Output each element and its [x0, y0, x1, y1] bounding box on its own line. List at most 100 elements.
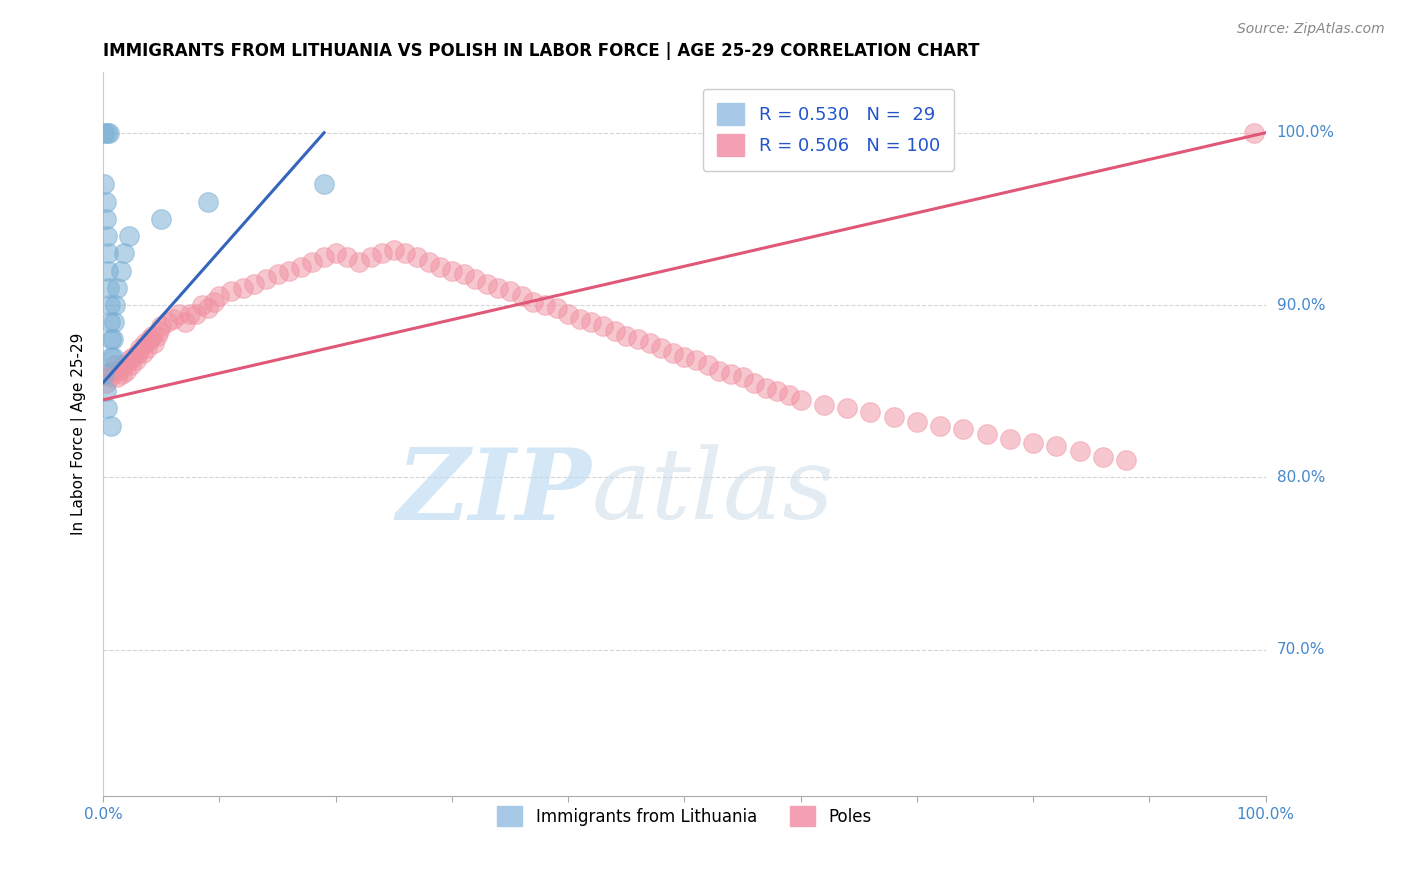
Point — [394, 246, 416, 260]
Point — [1045, 439, 1067, 453]
Point — [278, 263, 301, 277]
Point — [197, 194, 219, 209]
Point — [94, 384, 117, 399]
Point — [1022, 435, 1045, 450]
Point — [499, 285, 522, 299]
Point — [742, 376, 765, 390]
Point — [685, 353, 707, 368]
Point — [96, 126, 118, 140]
Point — [837, 401, 859, 416]
Point — [301, 255, 323, 269]
Point — [132, 346, 155, 360]
Point — [93, 367, 115, 381]
Point — [382, 243, 405, 257]
Point — [592, 318, 614, 333]
Point — [546, 301, 568, 316]
Point — [94, 194, 117, 209]
Point — [581, 315, 603, 329]
Point — [371, 246, 394, 260]
Point — [129, 341, 152, 355]
Point — [118, 229, 141, 244]
Point — [98, 281, 121, 295]
Point — [97, 367, 120, 381]
Point — [104, 359, 127, 373]
Point — [104, 298, 127, 312]
Point — [110, 263, 132, 277]
Point — [105, 370, 128, 384]
Point — [929, 418, 952, 433]
Text: 70.0%: 70.0% — [1277, 642, 1324, 657]
Point — [143, 335, 166, 350]
Point — [120, 359, 142, 373]
Point — [208, 289, 231, 303]
Point — [100, 350, 122, 364]
Point — [118, 353, 141, 368]
Point — [766, 384, 789, 399]
Point — [134, 335, 156, 350]
Point — [112, 359, 135, 373]
Point — [219, 285, 242, 299]
Point — [232, 281, 254, 295]
Point — [202, 294, 225, 309]
Point — [97, 263, 120, 277]
Point — [696, 359, 718, 373]
Point — [186, 307, 208, 321]
Point — [101, 363, 124, 377]
Text: 90.0%: 90.0% — [1277, 298, 1326, 312]
Text: 80.0%: 80.0% — [1277, 470, 1324, 485]
Point — [418, 255, 440, 269]
Point — [96, 229, 118, 244]
Point — [112, 246, 135, 260]
Point — [1243, 126, 1265, 140]
Point — [138, 333, 160, 347]
Point — [115, 363, 138, 377]
Point — [254, 272, 277, 286]
Point — [1069, 444, 1091, 458]
Point — [859, 405, 882, 419]
Legend: Immigrants from Lithuania, Poles: Immigrants from Lithuania, Poles — [489, 797, 880, 835]
Point — [406, 250, 429, 264]
Point — [101, 333, 124, 347]
Point — [789, 392, 811, 407]
Point — [150, 318, 173, 333]
Point — [100, 333, 122, 347]
Point — [148, 324, 170, 338]
Y-axis label: In Labor Force | Age 25-29: In Labor Force | Age 25-29 — [72, 333, 87, 535]
Point — [614, 329, 637, 343]
Text: ZIP: ZIP — [396, 444, 592, 541]
Point — [557, 307, 579, 321]
Point — [709, 363, 731, 377]
Point — [627, 333, 650, 347]
Point — [100, 418, 122, 433]
Point — [755, 381, 778, 395]
Point — [173, 315, 195, 329]
Point — [522, 294, 544, 309]
Point — [1091, 450, 1114, 464]
Point — [101, 350, 124, 364]
Point — [312, 250, 335, 264]
Point — [125, 353, 148, 368]
Point — [1115, 453, 1137, 467]
Point — [105, 281, 128, 295]
Point — [93, 178, 115, 192]
Point — [136, 341, 159, 355]
Point — [488, 281, 510, 295]
Point — [650, 341, 672, 355]
Point — [98, 126, 121, 140]
Point — [179, 307, 201, 321]
Point — [453, 267, 475, 281]
Point — [98, 370, 121, 384]
Point — [976, 427, 998, 442]
Point — [94, 376, 117, 390]
Point — [662, 346, 685, 360]
Point — [98, 298, 121, 312]
Point — [191, 298, 214, 312]
Point — [97, 246, 120, 260]
Point — [475, 277, 498, 292]
Point — [98, 315, 121, 329]
Point — [290, 260, 312, 274]
Point — [952, 422, 974, 436]
Point — [243, 277, 266, 292]
Point — [429, 260, 451, 274]
Point — [720, 367, 742, 381]
